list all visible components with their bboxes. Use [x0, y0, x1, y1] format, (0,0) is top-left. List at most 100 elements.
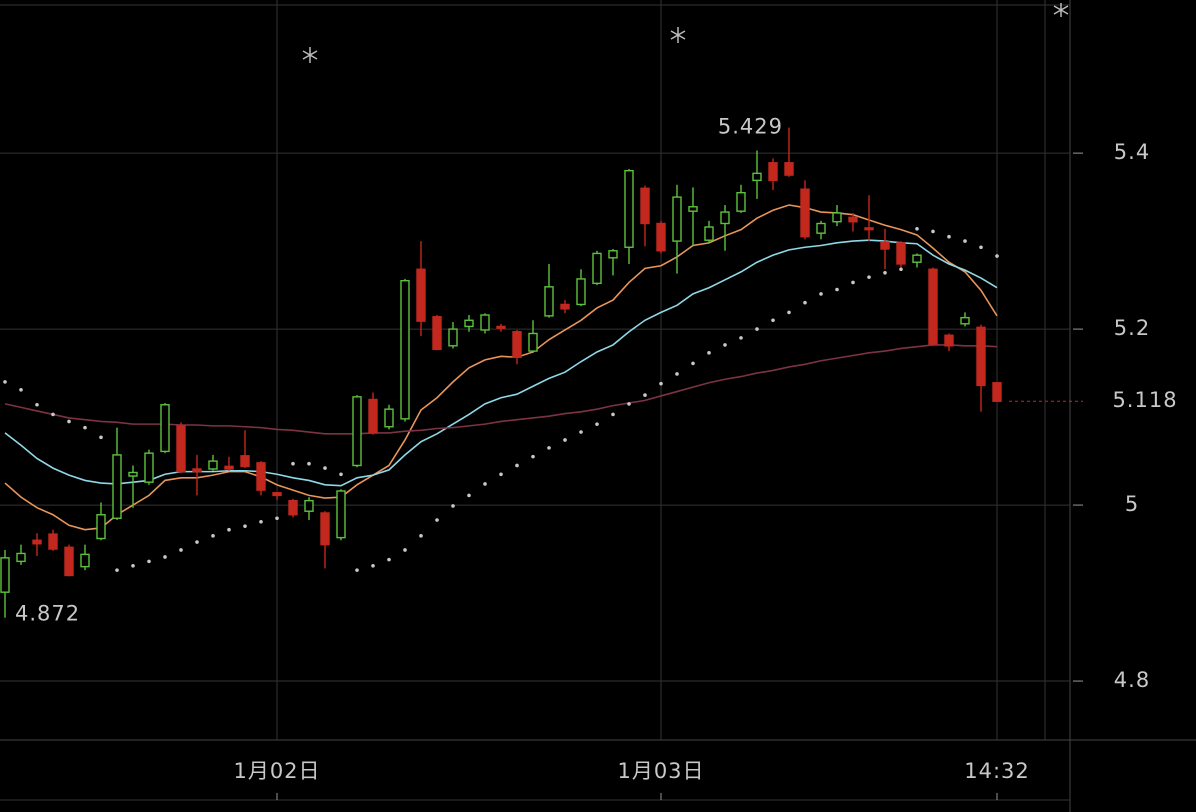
- candle-body: [304, 499, 314, 512]
- candle-body: [944, 334, 954, 347]
- indicator-dot: [931, 229, 935, 234]
- candle-body: [256, 462, 266, 491]
- candle-body: [128, 471, 138, 477]
- indicator-dot: [899, 267, 903, 272]
- candle-body: [416, 268, 426, 322]
- candle-body: [752, 172, 762, 182]
- indicator-dot: [691, 361, 695, 366]
- event-markers: [302, 3, 1069, 63]
- candle-body: [688, 206, 698, 212]
- indicator-dot: [867, 275, 871, 279]
- candle-body: [624, 170, 634, 248]
- candle-body: [208, 460, 218, 470]
- candle-body: [816, 222, 826, 234]
- indicator-dot: [739, 336, 743, 340]
- indicator-dot: [643, 393, 647, 397]
- indicator-dot: [83, 425, 87, 430]
- indicator-dot: [771, 318, 775, 323]
- event-marker: [1053, 3, 1069, 17]
- candle-body: [880, 241, 890, 250]
- indicator-dot: [595, 422, 599, 426]
- candle-body: [640, 187, 650, 225]
- indicator-dot: [627, 402, 631, 406]
- candle-body: [544, 286, 554, 317]
- candle-body: [784, 162, 794, 176]
- extreme-label: 4.872: [15, 602, 80, 626]
- candle-body: [384, 408, 394, 428]
- indicator-dot: [675, 372, 679, 376]
- indicator-dot: [611, 412, 615, 417]
- indicator-dot: [387, 557, 391, 562]
- moving-average-line: [4, 239, 998, 487]
- moving-average-line: [4, 204, 998, 531]
- candle-body: [64, 546, 74, 577]
- y-tick-label: 5.4: [1114, 140, 1150, 164]
- indicator-dot: [547, 446, 551, 450]
- candle-body: [0, 557, 10, 593]
- candle-body: [672, 196, 682, 242]
- indicator-dot: [147, 559, 151, 564]
- indicator-dot: [435, 518, 439, 522]
- candle-body: [144, 452, 154, 483]
- indicator-dot: [227, 527, 231, 532]
- candle-body: [48, 533, 58, 550]
- candle-body: [960, 316, 970, 325]
- candle-body: [720, 211, 730, 225]
- candle-body: [528, 332, 538, 352]
- indicator-dot: [963, 239, 967, 243]
- candle-body: [576, 278, 586, 306]
- candle-body: [976, 326, 986, 387]
- indicator-dot: [499, 472, 503, 477]
- indicator-dot: [259, 519, 263, 524]
- indicator-dot: [211, 534, 215, 538]
- candle-body: [272, 492, 282, 497]
- indicator-dot: [51, 412, 55, 417]
- indicator-dot: [787, 310, 791, 315]
- candle-body: [112, 454, 122, 519]
- candle-body: [400, 279, 410, 420]
- indicator-dot: [755, 327, 759, 331]
- candle-body: [224, 465, 234, 470]
- indicator-dot: [819, 292, 823, 296]
- y-tick-label: 5: [1125, 492, 1139, 516]
- candle-body: [464, 319, 474, 328]
- moving-average-line: [4, 344, 998, 435]
- indicator-dot: [99, 435, 103, 440]
- candle-body: [16, 552, 26, 563]
- indicator-dot: [883, 270, 887, 275]
- candle-body: [496, 325, 506, 329]
- indicator-dot: [835, 287, 839, 292]
- x-tick-label: 1月03日: [617, 759, 704, 783]
- indicator-dot: [67, 419, 71, 424]
- candle-body: [32, 539, 42, 545]
- candle-body: [832, 212, 842, 223]
- candle-body: [928, 268, 938, 345]
- candle-body: [736, 191, 746, 212]
- indicator-dot: [915, 226, 919, 231]
- indicator-dot: [291, 461, 295, 466]
- indicator-dot: [995, 254, 999, 258]
- candle-body: [288, 499, 298, 516]
- candle-body: [160, 404, 170, 453]
- indicator-dot: [979, 245, 983, 250]
- indicator-dot: [851, 280, 855, 285]
- candle-body: [320, 512, 330, 546]
- indicator-dot: [579, 430, 583, 434]
- candle-body: [96, 514, 106, 540]
- indicator-dot: [483, 482, 487, 486]
- indicator-dot: [307, 461, 311, 466]
- candle-body: [768, 162, 778, 182]
- indicator-dot: [515, 463, 519, 468]
- candle-body: [912, 254, 922, 263]
- indicator-dot: [563, 438, 567, 442]
- indicator-dot: [451, 504, 455, 508]
- candle-body: [608, 250, 618, 259]
- y-tick-label: 4.8: [1114, 668, 1150, 692]
- candle-body: [448, 328, 458, 347]
- indicator-dot: [723, 343, 727, 347]
- indicator-dot: [371, 563, 375, 568]
- x-tick-label: 1月02日: [233, 759, 320, 783]
- candle-body: [592, 252, 602, 285]
- indicator-dot: [115, 568, 119, 572]
